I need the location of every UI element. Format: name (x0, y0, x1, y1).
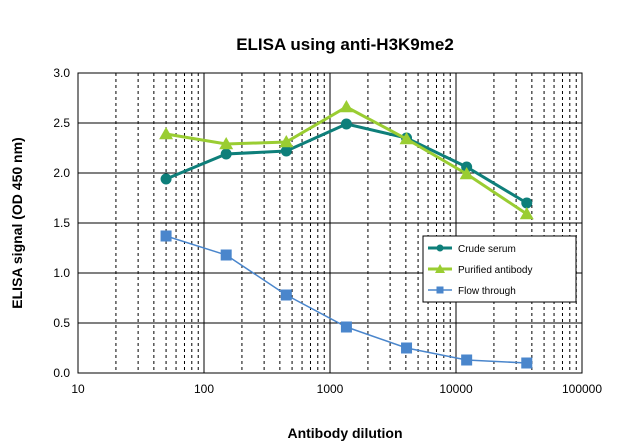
legend: Crude serum Purified antibody Flow through (422, 235, 577, 303)
data-point (340, 321, 352, 333)
legend-item: Purified antibody (428, 264, 533, 276)
data-point (219, 137, 234, 150)
data-point (521, 357, 533, 369)
series-group (159, 100, 534, 369)
y-tick-label: 2.5 (53, 116, 70, 130)
data-point (159, 127, 174, 140)
y-tick-label: 3.0 (53, 66, 70, 80)
y-tick-label: 1.5 (53, 216, 70, 230)
data-point (339, 100, 354, 113)
data-point (459, 167, 474, 180)
data-point (340, 118, 352, 130)
series-line (165, 122, 528, 205)
x-tick-label: 10 (71, 382, 85, 396)
data-point (461, 354, 473, 366)
data-point (160, 230, 172, 242)
x-axis-label: Antibody dilution (287, 425, 402, 441)
plot-area (77, 72, 583, 374)
tick-labels: 0.0 0.5 1.0 1.5 2.0 2.5 3.0 10 100 1000 10000 10000… (53, 66, 602, 396)
legend-label: Crude serum (458, 244, 516, 255)
y-axis-label: ELISA signal (OD 450 nm) (9, 137, 25, 308)
series-flow-through (160, 230, 533, 369)
x-tick-label: 1000 (317, 382, 344, 396)
series-purified-antibody (159, 100, 534, 220)
y-tick-label: 2.0 (53, 166, 70, 180)
y-tick-label: 1.0 (53, 266, 70, 280)
data-point (280, 289, 292, 301)
data-point (521, 197, 533, 209)
data-point (519, 207, 534, 220)
data-point (220, 249, 232, 261)
data-point (160, 173, 172, 185)
data-point (399, 132, 414, 145)
x-tick-label: 100 (194, 382, 214, 396)
legend-label: Purified antibody (458, 265, 533, 276)
y-tick-label: 0.0 (53, 366, 70, 380)
data-point (401, 342, 413, 354)
legend-item: Crude serum (428, 244, 516, 255)
series-crude-serum (160, 118, 533, 209)
data-point (280, 145, 292, 157)
y-tick-label: 0.5 (53, 316, 70, 330)
legend-marker (436, 244, 444, 252)
legend-label: Flow through (458, 286, 516, 297)
chart-title: ELISA using anti-H3K9me2 (236, 35, 454, 54)
x-tick-label: 100000 (562, 382, 602, 396)
data-point (279, 135, 294, 148)
legend-marker (436, 286, 444, 294)
legend-item: Flow through (428, 286, 516, 297)
legend-marker (435, 264, 445, 273)
data-point (220, 148, 232, 160)
grid (77, 72, 583, 374)
x-tick-label: 10000 (439, 382, 473, 396)
